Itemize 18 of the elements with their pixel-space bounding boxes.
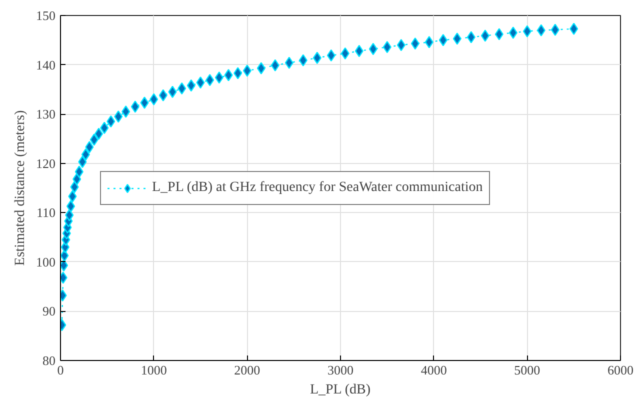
x-tick-label: 4000 bbox=[420, 362, 447, 378]
x-tick-label: 6000 bbox=[608, 362, 634, 378]
y-axis-title: Estimated distance (meters) bbox=[13, 110, 28, 266]
y-tick-label: 80 bbox=[42, 353, 56, 368]
x-tick-label: 2000 bbox=[234, 362, 260, 378]
x-tick-label: 3000 bbox=[328, 362, 354, 378]
y-tick-label: 140 bbox=[36, 57, 56, 72]
y-tick-label: 150 bbox=[36, 8, 56, 23]
y-tick-label: 110 bbox=[36, 205, 56, 220]
y-tick-label: 100 bbox=[36, 254, 56, 270]
y-tick-label: 130 bbox=[36, 106, 56, 122]
x-tick-label: 0 bbox=[57, 362, 64, 378]
x-axis-title: L_PL (dB) bbox=[310, 382, 371, 398]
x-tick-label: 1000 bbox=[140, 362, 167, 378]
y-tick-label: 90 bbox=[42, 304, 56, 319]
legend-label: L_PL (dB) at GHz frequency for SeaWater communication bbox=[152, 180, 483, 196]
x-tick-label: 5000 bbox=[514, 362, 540, 378]
y-tick-label: 120 bbox=[36, 156, 56, 171]
